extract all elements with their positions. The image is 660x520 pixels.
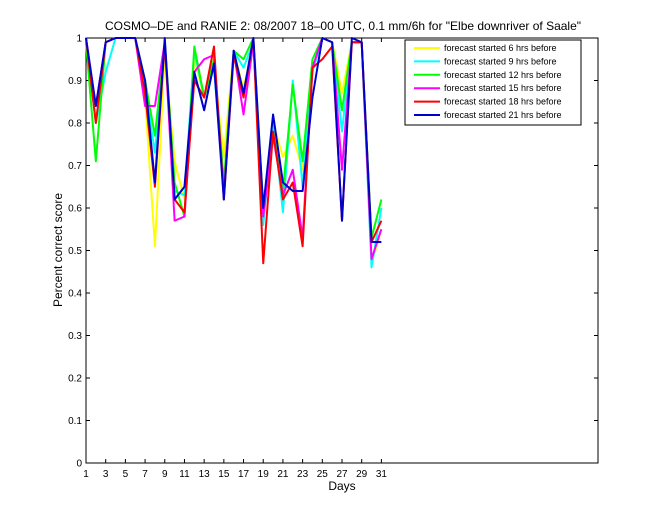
x-axis-label: Days	[328, 479, 355, 493]
legend-label: forecast started 6 hrs before	[444, 43, 557, 53]
y-tick-label: 0.1	[68, 416, 82, 427]
x-tick-label: 21	[277, 469, 289, 480]
x-tick-label: 1	[83, 469, 89, 480]
y-axis-label: Percent correct score	[51, 193, 65, 307]
x-tick-label: 19	[258, 469, 270, 480]
y-tick-label: 0.7	[68, 161, 82, 172]
legend: forecast started 6 hrs before forecast st…	[404, 39, 582, 126]
y-tick-label: 0.3	[68, 331, 82, 342]
y-tick-label: 0.8	[68, 119, 82, 130]
legend-label: forecast started 15 hrs before	[444, 83, 562, 93]
y-tick-label: 0.4	[68, 289, 82, 300]
legend-label: forecast started 18 hrs before	[444, 97, 562, 107]
series-line-6	[85, 37, 382, 243]
x-tick-label: 27	[336, 469, 348, 480]
x-tick-label: 15	[218, 469, 230, 480]
y-tick-label: 1	[76, 34, 82, 45]
y-axis: 0 0.1 0.2 0.3 0.4 0.5 0.6 0.7 0.8 0.9 1	[68, 34, 598, 470]
x-tick-label: 31	[376, 469, 388, 480]
x-tick-label: 23	[297, 469, 309, 480]
x-tick-label: 13	[199, 469, 211, 480]
y-tick-label: 0.6	[68, 204, 82, 215]
series-lines	[85, 37, 383, 269]
x-tick-label: 17	[238, 469, 250, 480]
chart-title: COSMO–DE and RANIE 2: 08/2007 18–00 UTC,…	[105, 19, 581, 33]
x-tick-label: 29	[356, 469, 368, 480]
y-tick-label: 0	[76, 459, 82, 470]
legend-label: forecast started 21 hrs before	[444, 110, 562, 120]
legend-box	[404, 39, 582, 126]
x-tick-label: 11	[179, 469, 190, 480]
y-tick-label: 0.9	[68, 76, 82, 87]
x-tick-label: 5	[123, 469, 129, 480]
legend-label: forecast started 9 hrs before	[444, 56, 557, 66]
x-axis: 1 3 5 7 9 11 13 15 17 19 21 23 25 27 29 31	[83, 38, 387, 480]
x-tick-label: 9	[162, 469, 168, 480]
x-tick-label: 3	[103, 469, 109, 480]
x-tick-label: 25	[317, 469, 329, 480]
x-tick-label: 7	[142, 469, 148, 480]
legend-label: forecast started 12 hrs before	[444, 70, 562, 80]
y-tick-label: 0.5	[68, 246, 82, 257]
y-tick-label: 0.2	[68, 374, 82, 385]
